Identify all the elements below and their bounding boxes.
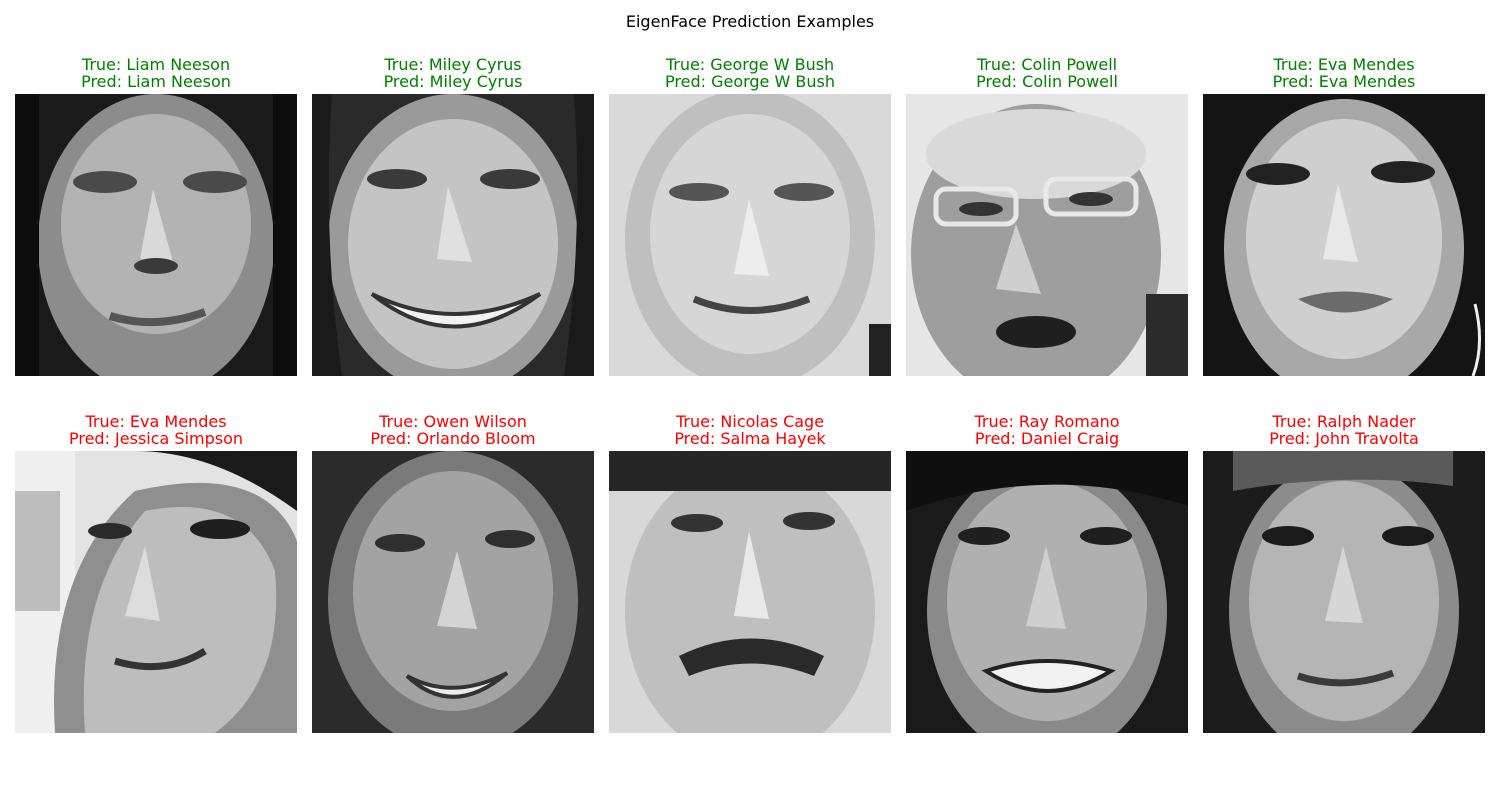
face-panel: True: Liam Neeson Pred: Liam Neeson [15, 56, 297, 376]
prediction-caption: True: Liam Neeson Pred: Liam Neeson [15, 56, 297, 94]
true-label: True: Liam Neeson [81, 55, 231, 74]
face-image [1203, 451, 1485, 733]
pred-label: Pred: Salma Hayek [674, 429, 826, 448]
prediction-caption: True: Ray Romano Pred: Daniel Craig [906, 413, 1188, 451]
prediction-caption: True: Nicolas Cage Pred: Salma Hayek [609, 413, 891, 451]
true-label: True: Ralph Nader [1272, 412, 1416, 431]
face-panel: True: Eva Mendes Pred: Jessica Simpson [15, 413, 297, 733]
true-label: True: Eva Mendes [85, 412, 227, 431]
true-label: True: Eva Mendes [1273, 55, 1415, 74]
face-image [906, 451, 1188, 733]
pred-label: Pred: John Travolta [1269, 429, 1419, 448]
prediction-caption: True: Ralph Nader Pred: John Travolta [1203, 413, 1485, 451]
face-image [1203, 94, 1485, 376]
face-panel: True: Eva Mendes Pred: Eva Mendes [1203, 56, 1485, 376]
face-image [609, 94, 891, 376]
face-panel: True: Nicolas Cage Pred: Salma Hayek [609, 413, 891, 733]
prediction-caption: True: Eva Mendes Pred: Eva Mendes [1203, 56, 1485, 94]
pred-label: Pred: Daniel Craig [974, 429, 1120, 448]
face-panel: True: Ralph Nader Pred: John Travolta [1203, 413, 1485, 733]
face-image [15, 451, 297, 733]
pred-label: Pred: Jessica Simpson [68, 429, 244, 448]
figure-title: EigenFace Prediction Examples [625, 12, 875, 31]
true-label: True: Miley Cyrus [384, 55, 522, 74]
prediction-caption: True: George W Bush Pred: George W Bush [609, 56, 891, 94]
face-panel: True: George W Bush Pred: George W Bush [609, 56, 891, 376]
true-label: True: Ray Romano [974, 412, 1120, 431]
true-label: True: Nicolas Cage [675, 412, 825, 431]
face-image [609, 451, 891, 733]
pred-label: Pred: Colin Powell [976, 72, 1118, 91]
face-image [15, 94, 297, 376]
pred-label: Pred: Eva Mendes [1272, 72, 1416, 91]
true-label: True: George W Bush [665, 55, 835, 74]
prediction-caption: True: Owen Wilson Pred: Orlando Bloom [312, 413, 594, 451]
pred-label: Pred: Orlando Bloom [370, 429, 536, 448]
pred-label: Pred: Miley Cyrus [383, 72, 523, 91]
true-label: True: Colin Powell [976, 55, 1118, 74]
prediction-caption: True: Miley Cyrus Pred: Miley Cyrus [312, 56, 594, 94]
face-panel: True: Miley Cyrus Pred: Miley Cyrus [312, 56, 594, 376]
face-image [312, 451, 594, 733]
face-image [906, 94, 1188, 376]
pred-label: Pred: George W Bush [665, 72, 835, 91]
face-panel: True: Owen Wilson Pred: Orlando Bloom [312, 413, 594, 733]
face-image [312, 94, 594, 376]
pred-label: Pred: Liam Neeson [81, 72, 231, 91]
face-panel: True: Colin Powell Pred: Colin Powell [906, 56, 1188, 376]
face-panel: True: Ray Romano Pred: Daniel Craig [906, 413, 1188, 733]
true-label: True: Owen Wilson [379, 412, 527, 431]
prediction-caption: True: Eva Mendes Pred: Jessica Simpson [15, 413, 297, 451]
prediction-caption: True: Colin Powell Pred: Colin Powell [906, 56, 1188, 94]
